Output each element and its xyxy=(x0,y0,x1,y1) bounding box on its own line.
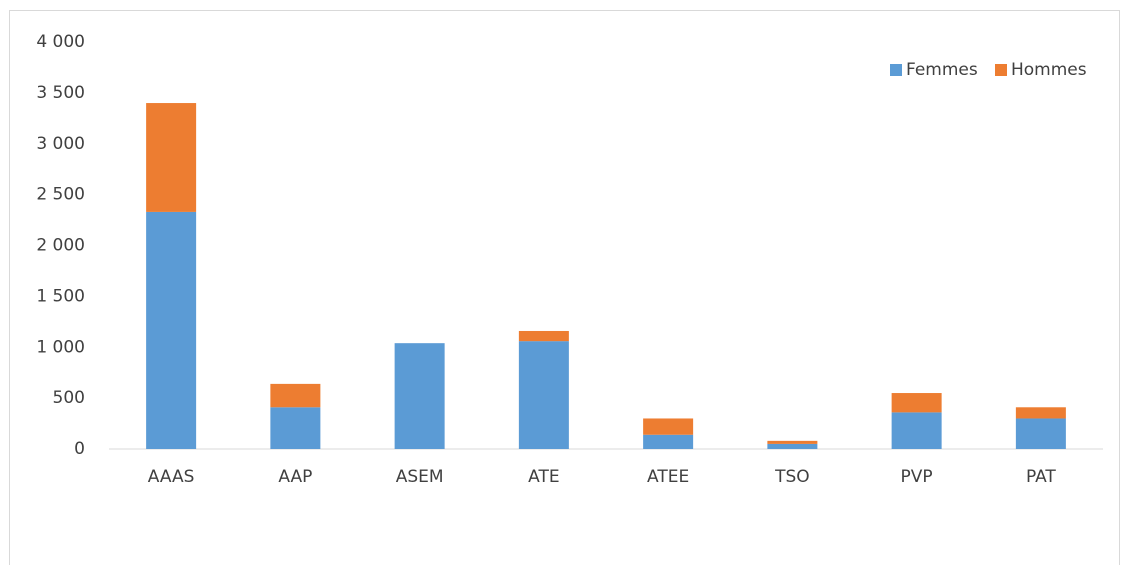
bar-segment xyxy=(1015,407,1066,419)
x-tick-label: AAP xyxy=(278,467,312,487)
x-tick-label: TSO xyxy=(774,467,810,487)
bar-segment xyxy=(891,412,942,449)
y-tick-label: 2 500 xyxy=(36,185,85,205)
bar-segment xyxy=(643,434,694,449)
bar-segment xyxy=(767,440,818,444)
bar-segment xyxy=(767,443,818,449)
x-tick-label: PVP xyxy=(901,467,933,487)
legend-swatch xyxy=(995,64,1007,76)
legend-swatch xyxy=(890,64,902,76)
y-tick-label: 4 000 xyxy=(36,32,85,52)
x-tick-label: PAT xyxy=(1026,467,1056,487)
bar-segment xyxy=(643,418,694,435)
bar-segment xyxy=(270,407,321,449)
y-tick-label: 2 000 xyxy=(36,236,85,256)
x-tick-label: ASEM xyxy=(396,467,444,487)
bar-segment xyxy=(146,103,197,212)
y-tick-label: 0 xyxy=(74,439,85,459)
bar-segment xyxy=(270,383,321,408)
bar-segment xyxy=(146,211,197,449)
y-tick-label: 500 xyxy=(53,388,85,408)
legend-label: Femmes xyxy=(906,60,978,80)
legend-label: Hommes xyxy=(1011,60,1087,80)
bar-segment xyxy=(518,341,569,449)
y-tick-label: 3 000 xyxy=(36,134,85,154)
x-tick-label: ATEE xyxy=(647,467,689,487)
y-tick-label: 1 000 xyxy=(36,337,85,357)
y-tick-label: 1 500 xyxy=(36,286,85,306)
bar-segment xyxy=(394,343,445,449)
bar-segment xyxy=(1015,418,1066,449)
y-tick-label: 3 500 xyxy=(36,83,85,103)
bar-segment xyxy=(518,330,569,342)
bar-segment xyxy=(891,393,942,413)
x-tick-label: ATE xyxy=(528,467,559,487)
x-tick-label: AAAS xyxy=(148,467,195,487)
